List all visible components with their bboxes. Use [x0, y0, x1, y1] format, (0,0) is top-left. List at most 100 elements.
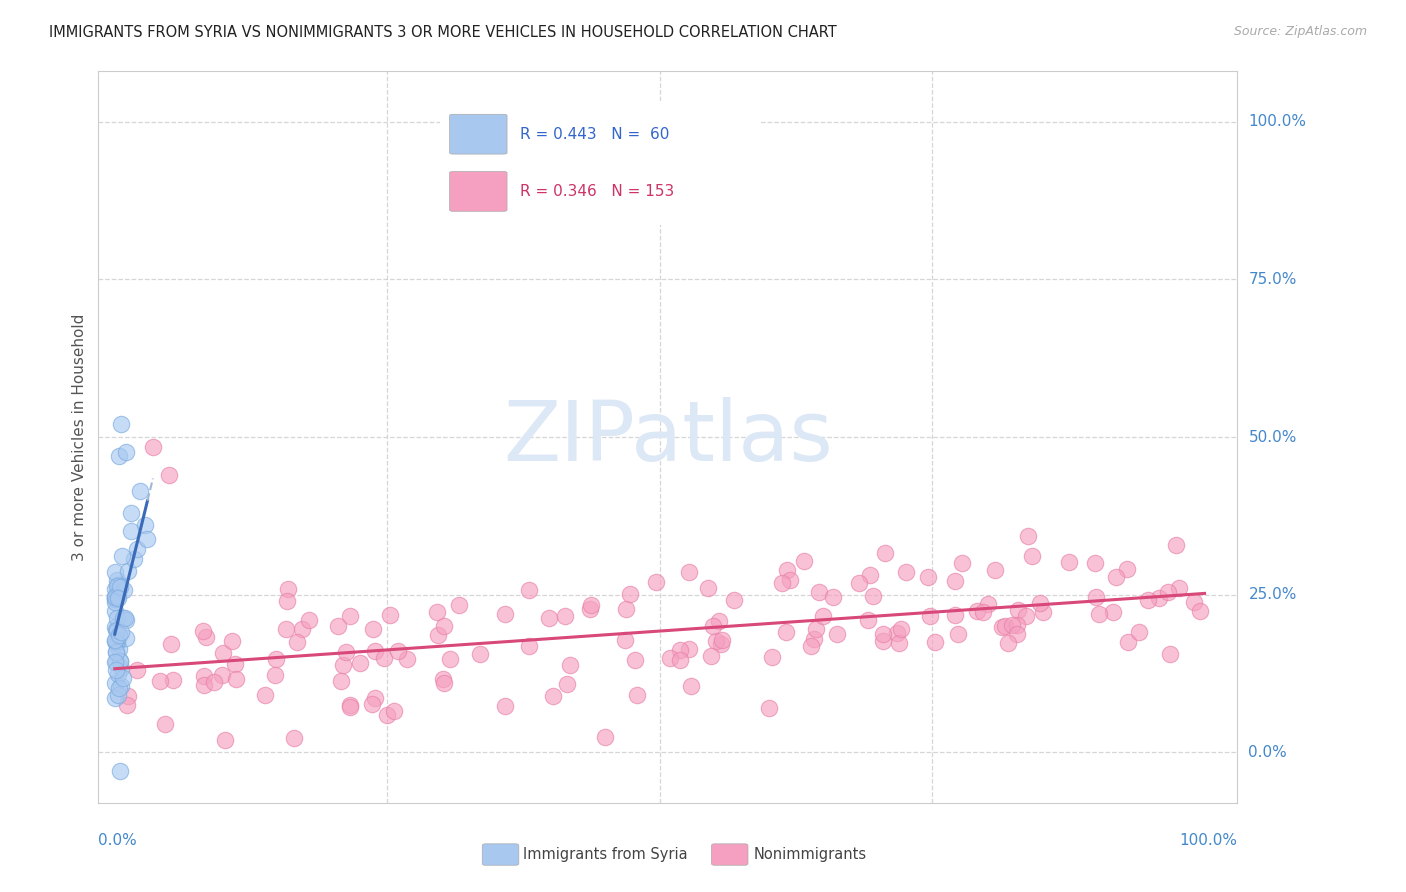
Point: [624, 653, 647, 667]
Point: [332, 658, 354, 673]
Point: [710, 637, 733, 651]
Point: [380, 607, 402, 622]
Point: [298, 613, 321, 627]
Point: [124, 552, 146, 566]
Point: [825, 626, 848, 640]
Point: [1032, 605, 1054, 619]
Point: [1014, 609, 1036, 624]
Point: [110, 764, 132, 779]
Point: [339, 608, 361, 623]
Point: [162, 673, 184, 687]
Point: [361, 622, 384, 636]
Point: [1084, 556, 1107, 570]
Point: [107, 681, 129, 696]
Point: [104, 663, 127, 677]
Point: [264, 667, 287, 681]
Point: [681, 680, 703, 694]
Point: [669, 653, 692, 667]
Point: [772, 575, 794, 590]
Text: IMMIGRANTS FROM SYRIA VS NONIMMIGRANTS 3 OR MORE VEHICLES IN HOUSEHOLD CORRELATI: IMMIGRANTS FROM SYRIA VS NONIMMIGRANTS 3…: [49, 25, 837, 40]
Point: [105, 645, 128, 659]
Point: [626, 688, 648, 702]
Point: [335, 645, 357, 659]
Text: 100.0%: 100.0%: [1249, 114, 1306, 129]
Point: [105, 610, 128, 624]
Point: [104, 604, 127, 618]
Point: [1136, 592, 1159, 607]
Point: [619, 587, 641, 601]
Point: [1017, 529, 1039, 543]
Point: [704, 633, 727, 648]
Point: [108, 628, 131, 642]
Point: [104, 594, 127, 608]
Point: [554, 608, 576, 623]
Point: [120, 524, 142, 538]
Point: [104, 690, 127, 705]
Point: [266, 652, 288, 666]
Point: [117, 698, 139, 713]
Point: [560, 658, 582, 673]
Point: [994, 619, 1017, 633]
Point: [793, 553, 815, 567]
Point: [283, 731, 305, 745]
Point: [104, 675, 127, 690]
Point: [856, 613, 879, 627]
Point: [1087, 607, 1109, 621]
Point: [808, 584, 831, 599]
Point: [433, 675, 456, 690]
Point: [108, 449, 131, 463]
Point: [253, 688, 276, 702]
Point: [107, 667, 129, 681]
Point: [105, 573, 128, 587]
Point: [1116, 635, 1139, 649]
Point: [427, 628, 450, 642]
Point: [108, 654, 131, 668]
Point: [107, 688, 129, 702]
Point: [326, 619, 349, 633]
Point: [104, 588, 127, 602]
Point: [349, 656, 371, 670]
Point: [193, 668, 215, 682]
Point: [110, 625, 132, 640]
Point: [858, 568, 880, 582]
Text: 50.0%: 50.0%: [1249, 430, 1296, 444]
Point: [943, 608, 966, 623]
Point: [155, 717, 177, 731]
Point: [104, 656, 127, 670]
Point: [707, 614, 730, 628]
Point: [678, 565, 700, 579]
Point: [120, 506, 142, 520]
Point: [918, 608, 941, 623]
Point: [364, 691, 387, 706]
Point: [943, 574, 966, 588]
Point: [872, 626, 894, 640]
Point: [848, 576, 870, 591]
Point: [1166, 538, 1188, 552]
Point: [105, 624, 128, 638]
Point: [276, 594, 298, 608]
Point: [449, 599, 471, 613]
Point: [432, 672, 454, 686]
Point: [373, 650, 395, 665]
Point: [117, 564, 139, 578]
Point: [872, 633, 894, 648]
Point: [339, 700, 361, 714]
Point: [1021, 549, 1043, 563]
Point: [104, 582, 127, 596]
Point: [972, 606, 994, 620]
Point: [110, 679, 132, 693]
Point: [105, 634, 128, 648]
Point: [873, 546, 896, 560]
Point: [977, 597, 1000, 611]
Point: [1085, 590, 1108, 604]
Point: [142, 440, 165, 454]
Point: [107, 578, 129, 592]
Point: [1029, 597, 1052, 611]
Point: [291, 622, 314, 636]
Point: [697, 581, 720, 595]
Point: [104, 636, 127, 650]
Point: [112, 611, 135, 625]
Point: [669, 643, 692, 657]
Point: [519, 583, 541, 598]
Point: [433, 619, 456, 633]
